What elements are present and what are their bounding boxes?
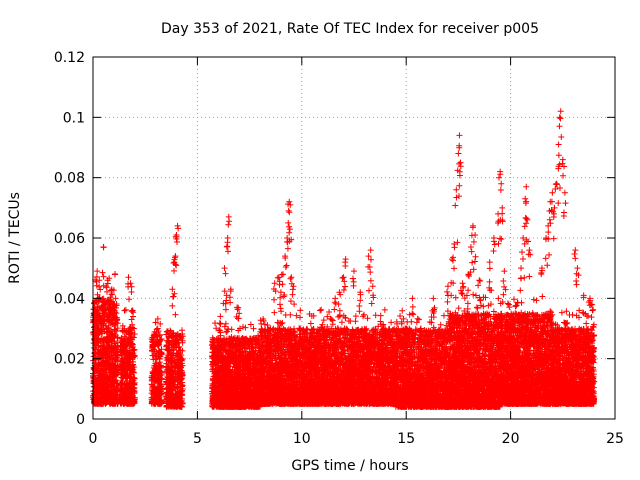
data-point bbox=[100, 367, 107, 374]
data-point bbox=[112, 295, 119, 302]
chart-title: Day 353 of 2021, Rate Of TEC Index for r… bbox=[161, 21, 539, 37]
data-point bbox=[100, 273, 107, 280]
data-points bbox=[90, 108, 598, 410]
grid-lines bbox=[93, 57, 615, 419]
data-point bbox=[112, 326, 119, 333]
